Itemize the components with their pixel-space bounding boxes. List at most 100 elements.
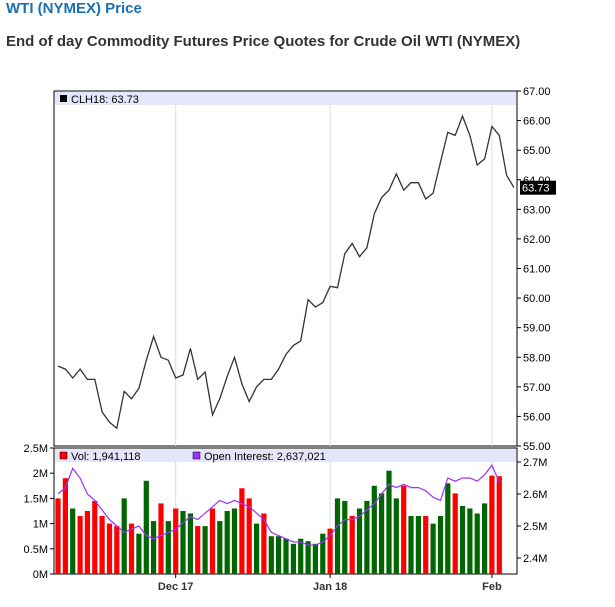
- volume-bar: [283, 538, 289, 574]
- volume-bar: [298, 538, 304, 574]
- volume-bar: [217, 521, 223, 574]
- oi-legend-text: Open Interest: 2,637,021: [204, 451, 326, 463]
- price-y-tick-label: 56.00: [523, 411, 551, 423]
- volume-bar: [70, 508, 76, 574]
- price-legend-band: [55, 92, 516, 105]
- price-y-axis: 55.00 56.00 57.00 58.00 59.00 60.00 61.00 62.00…: [517, 86, 551, 453]
- volume-bar: [136, 533, 142, 574]
- volume-bar: [55, 498, 61, 574]
- volume-bar: [173, 508, 179, 574]
- price-y-tick-label: 62.00: [523, 234, 551, 246]
- volume-bar: [239, 488, 245, 574]
- volume-bar: [92, 500, 98, 574]
- price-legend-text: CLH18: 63.73: [71, 94, 139, 106]
- x-tick-label: Dec 17: [158, 581, 193, 593]
- volume-bar: [121, 498, 127, 574]
- price-y-tick-label: 57.00: [523, 382, 551, 394]
- volume-bar: [143, 480, 149, 574]
- volume-bar: [386, 470, 392, 574]
- price-y-tick-label: 63.00: [523, 204, 551, 216]
- volume-bar: [231, 508, 238, 574]
- volume-y-axis: 0M 0.5M 1M 1.5M 2M 2.5M: [24, 443, 54, 581]
- price-grid: [175, 105, 493, 446]
- volume-bar: [415, 516, 421, 574]
- volume-y-tick-label: 2M: [33, 468, 48, 480]
- volume-bar: [158, 503, 164, 574]
- page-title: WTI (NYMEX) Price: [6, 0, 142, 17]
- volume-bar: [224, 511, 230, 574]
- volume-bar: [401, 485, 407, 574]
- last-price-box: [520, 180, 556, 195]
- price-y-tick-label: 59.00: [523, 323, 551, 335]
- volume-bar: [165, 521, 171, 574]
- price-y-tick-label: 65.00: [523, 145, 551, 157]
- volume-bars: [55, 470, 502, 574]
- volume-bar: [452, 493, 458, 574]
- volume-bar: [276, 536, 282, 574]
- volume-bar: [334, 498, 341, 574]
- volume-y-tick-label: 1M: [33, 519, 48, 531]
- open-interest-y-tick-label: 2.6M: [523, 489, 547, 501]
- x-axis: Dec 17 Jan 18 Feb: [158, 574, 502, 593]
- open-interest-y-tick-label: 2.7M: [523, 457, 547, 469]
- volume-bar: [430, 523, 436, 574]
- volume-y-tick-label: 2.5M: [24, 443, 48, 455]
- volume-bar: [202, 526, 208, 574]
- volume-bar: [474, 513, 480, 574]
- price-y-tick-label: 58.00: [523, 352, 551, 364]
- volume-bar: [356, 508, 363, 574]
- oi-legend-swatch: [192, 451, 201, 460]
- last-price-label: 63.73: [522, 183, 550, 195]
- volume-y-tick-label: 0M: [33, 569, 48, 581]
- volume-bar: [77, 516, 83, 574]
- volume-bar: [268, 536, 274, 574]
- volume-bar: [290, 543, 296, 574]
- volume-bar: [320, 533, 326, 574]
- volume-bar: [114, 526, 120, 574]
- volume-bar: [254, 523, 260, 574]
- volume-bar: [84, 511, 90, 574]
- volume-bar: [327, 528, 333, 574]
- volume-bar: [99, 516, 105, 574]
- price-y-tick-label: 55.00: [523, 441, 551, 453]
- volume-y-tick-label: 0.5M: [24, 544, 48, 556]
- volume-bar: [342, 500, 348, 574]
- price-y-tick-label: 61.00: [523, 264, 551, 276]
- volume-bar: [187, 513, 193, 574]
- x-tick-label: Jan 18: [313, 581, 347, 593]
- volume-bar: [489, 475, 495, 574]
- volume-bar: [423, 516, 429, 574]
- volume-bar: [496, 476, 502, 574]
- price-y-tick-label: 66.00: [523, 116, 551, 128]
- volume-bar: [482, 503, 488, 574]
- open-interest-y-tick-label: 2.5M: [523, 521, 547, 533]
- volume-bar: [408, 516, 414, 574]
- volume-bar: [312, 543, 318, 574]
- volume-legend-band: [55, 449, 516, 462]
- volume-bar: [379, 493, 385, 574]
- volume-bar: [261, 513, 267, 574]
- price-legend-swatch: [60, 95, 67, 102]
- page-subtitle: End of day Commodity Futures Price Quote…: [6, 33, 521, 50]
- volume-bar: [393, 498, 399, 574]
- volume-bar: [364, 500, 370, 574]
- price-panel: [53, 90, 518, 447]
- volume-bar: [371, 485, 377, 574]
- price-line: [57, 114, 515, 430]
- volume-bar: [180, 511, 186, 574]
- price-y-tick-label: 67.00: [523, 86, 551, 98]
- volume-bar: [437, 516, 444, 574]
- open-interest-y-axis: 2.4M 2.5M 2.6M 2.7M: [517, 457, 547, 565]
- open-interest-y-tick-label: 2.4M: [523, 553, 547, 565]
- volume-bar: [128, 523, 135, 574]
- volume-bar: [246, 498, 252, 574]
- volume-bar: [106, 523, 113, 574]
- volume-bar: [209, 508, 216, 574]
- vol-legend-swatch: [59, 451, 68, 460]
- vol-legend-text: Vol: 1,941,118: [71, 451, 141, 463]
- volume-bar: [349, 516, 355, 574]
- open-interest-line: [57, 464, 500, 546]
- volume-bar: [467, 508, 473, 574]
- volume-bar: [62, 478, 68, 574]
